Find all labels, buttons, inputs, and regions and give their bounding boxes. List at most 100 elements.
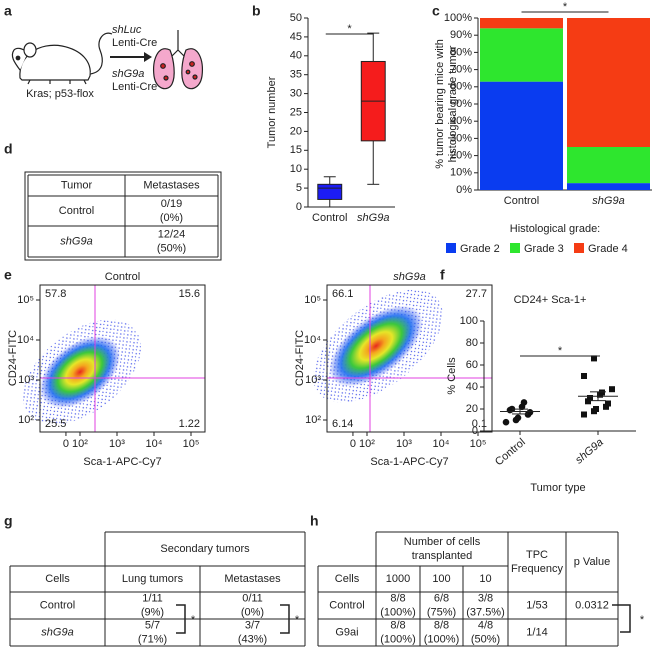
y-tick-label: 10% [450, 167, 472, 179]
quadrant-percent: 15.6 [179, 288, 200, 300]
table-cell: (71%) [138, 633, 167, 645]
table-cell: 8/8 [390, 619, 405, 631]
bracket [612, 604, 631, 633]
point [581, 373, 587, 379]
panel-label: g [4, 513, 13, 529]
quadrant-percent: 66.1 [332, 288, 353, 300]
y-axis-label: % tumor bearing mice with [434, 39, 446, 169]
table-cell: (0%) [241, 606, 264, 618]
x-axis-label: Tumor type [530, 482, 585, 494]
table-cell: (0%) [160, 212, 183, 224]
table-frame [24, 171, 222, 261]
table-cell: 3/7 [245, 619, 260, 631]
y-tick-label: 30 [290, 88, 302, 100]
table-cell: (37.5%) [466, 606, 505, 618]
table-cell: shG9a [41, 626, 73, 638]
x-tick-label: 10³ [109, 438, 125, 450]
y-tick-label: 40% [450, 115, 472, 127]
quadrant-percent: 1.22 [179, 418, 200, 430]
table-header: Metastases [143, 179, 200, 191]
legend-label: Grade 2 [460, 243, 500, 255]
point [605, 400, 611, 407]
table-header: 1000 [386, 573, 410, 585]
y-tick-label: 10³ [18, 374, 34, 386]
table-header: Tumor [61, 179, 93, 191]
significance-star: * [191, 614, 196, 626]
point [591, 355, 597, 362]
y-axis-label: CD24-FITC [294, 330, 306, 386]
quadrant-percent: 0.1 [472, 418, 487, 430]
legend-swatch [510, 243, 520, 253]
y-tick-label: 90% [450, 29, 472, 41]
table-cell: (50%) [471, 633, 500, 645]
y-tick-label: 0 [296, 201, 302, 213]
table-header: Cells [335, 573, 360, 585]
panel-label: b [252, 3, 261, 19]
table-header: TPC [526, 549, 548, 561]
panel-label: c [432, 3, 440, 19]
table-cell: 0/11 [242, 592, 263, 604]
y-tick-label: 45 [290, 31, 302, 43]
y-tick-label: 0% [456, 184, 472, 196]
y-tick-label: 10 [290, 163, 302, 175]
table-header: 100 [432, 573, 450, 585]
mouse-drawing [11, 32, 113, 85]
legend-title: Histological grade: [510, 223, 601, 235]
y-tick-label: 10⁴ [304, 334, 321, 346]
bar-segment [567, 183, 650, 190]
table-cell: 1/14 [526, 626, 547, 638]
bar-segment [480, 18, 563, 29]
y-tick-label: 50 [290, 12, 302, 24]
quadrant-percent: 25.5 [45, 418, 66, 430]
bar-segment [567, 18, 650, 147]
x-tick-label: shG9a [357, 212, 389, 224]
table-cell: Control [40, 599, 75, 611]
table-cell: (43%) [238, 633, 267, 645]
plot-title: Control [105, 271, 140, 283]
y-axis-label: Tumor number [266, 76, 278, 148]
x-tick-label: 10⁵ [183, 438, 200, 450]
vector-name: shLuc [112, 24, 142, 36]
y-tick-label: 80% [450, 46, 472, 58]
panel-label: e [4, 267, 12, 283]
table-cell: 8/8 [434, 619, 449, 631]
point [603, 403, 609, 410]
y-axis-label: % Cells [446, 357, 458, 395]
point [526, 409, 534, 416]
table-cell: Control [59, 205, 94, 217]
y-tick-label: 10³ [305, 374, 321, 386]
x-tick-label: Control [504, 195, 539, 207]
y-tick-label: 20 [290, 125, 302, 137]
x-tick-label: 10⁵ [470, 438, 487, 450]
significance-star: * [640, 614, 645, 626]
table-header: Metastases [224, 573, 281, 585]
table-cell: (50%) [157, 242, 186, 254]
legend-label: Grade 4 [588, 243, 628, 255]
vector-name: shG9a [112, 68, 144, 80]
table-cell: (100%) [380, 606, 415, 618]
point [514, 414, 522, 422]
table-cell: 3/8 [478, 592, 493, 604]
point [599, 389, 605, 396]
y-tick-label: 10⁵ [304, 294, 321, 306]
vector-virus: Lenti-Cre [112, 81, 157, 93]
table-cell: (100%) [424, 633, 459, 645]
table-cell: 12/24 [158, 228, 186, 240]
box [317, 183, 343, 200]
y-tick-label: 100 [460, 315, 478, 327]
point [520, 399, 528, 406]
quadrant-percent: 6.14 [332, 418, 353, 430]
table-cell: (9%) [141, 606, 164, 618]
y-tick-label: 100% [444, 12, 472, 24]
y-tick-label: 30% [450, 132, 472, 144]
y-tick-label: 0 [472, 425, 478, 437]
x-axis-label: Sca-1-APC-Cy7 [83, 456, 161, 468]
y-tick-label: 10⁵ [17, 294, 34, 306]
table-cell: (100%) [380, 633, 415, 645]
x-tick-label: 10² [359, 438, 375, 450]
table-cell: 0/19 [161, 198, 182, 210]
table-cell: G9ai [335, 626, 358, 638]
legend-swatch [446, 243, 456, 253]
y-tick-label: 25 [290, 106, 302, 118]
bar-segment [480, 81, 563, 190]
